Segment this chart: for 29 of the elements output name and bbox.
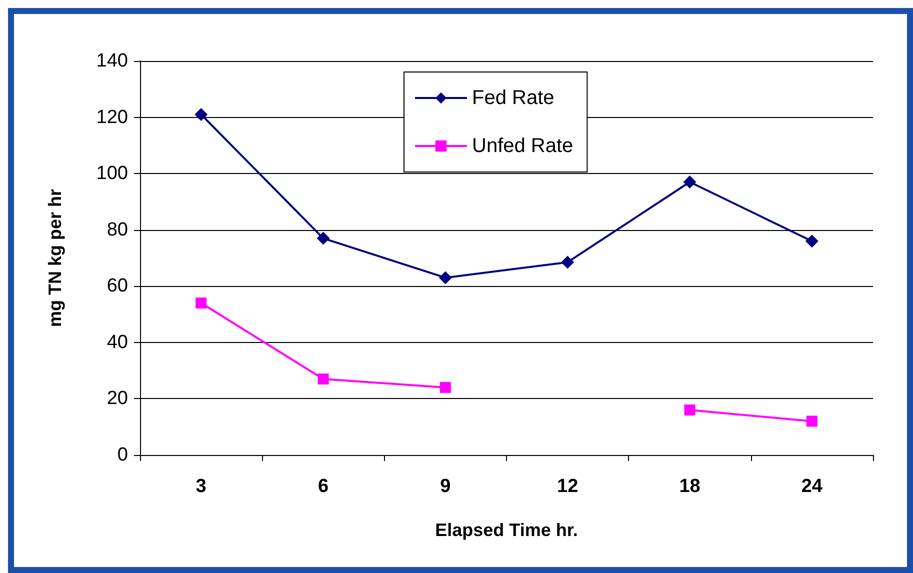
y-tick-label: 140 [96, 50, 128, 72]
x-axis-title: Elapsed Time hr. [435, 520, 578, 540]
point [806, 416, 818, 427]
point [683, 176, 696, 189]
y-tick-label: 20 [106, 388, 128, 410]
y-tick-label: 60 [106, 276, 128, 297]
point [684, 404, 696, 416]
point [438, 271, 452, 284]
point [196, 298, 207, 309]
point [194, 108, 208, 121]
y-tick-label: 120 [96, 106, 128, 128]
x-tick-label: 3 [196, 476, 206, 497]
point [805, 234, 818, 248]
y-tick-label: 100 [96, 163, 128, 184]
point [440, 382, 451, 393]
x-tick-label: 12 [557, 476, 578, 497]
point [318, 374, 329, 385]
x-tick-label: 9 [440, 476, 451, 497]
x-tick-label: 6 [318, 476, 329, 497]
x-tick-label: 18 [679, 476, 700, 497]
legend-label: Unfed Rate [472, 135, 574, 157]
legend-label: Fed Rate [472, 87, 554, 109]
y-axis-title: mg TN kg per hr [45, 188, 65, 328]
y-tick-label: 40 [106, 332, 128, 353]
point [561, 256, 574, 269]
y-tick-label: 80 [106, 219, 128, 240]
point [316, 232, 330, 245]
x-tick-label: 24 [801, 476, 823, 497]
y-tick-label: 0 [117, 444, 128, 466]
